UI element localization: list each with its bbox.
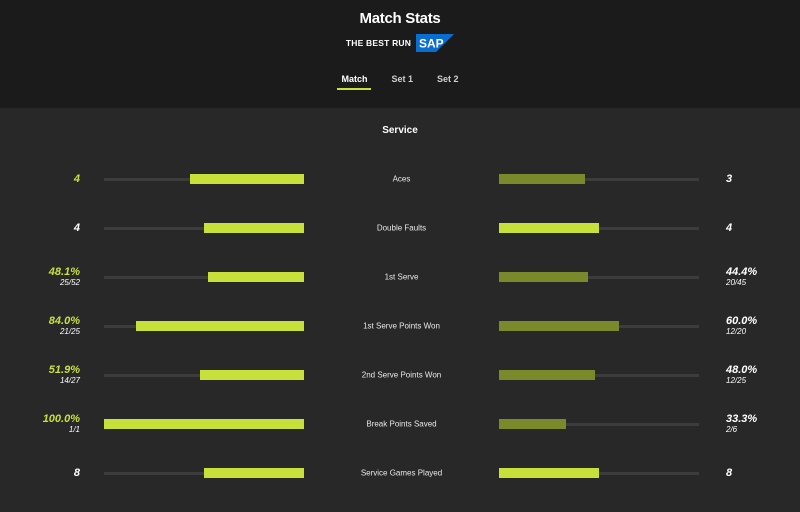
player-1-bar <box>136 321 304 331</box>
player-1-value: 8 <box>74 467 80 479</box>
player-2-stat-detail: 2/6 <box>726 425 738 434</box>
player-1-bar <box>190 174 304 184</box>
page-title: Match Stats <box>359 10 441 27</box>
player-1-bar-track <box>104 468 304 478</box>
stat-label: 2nd Serve Points Won <box>361 370 442 380</box>
player-1-stat: 8 <box>73 467 80 479</box>
player-2-bar <box>499 174 585 184</box>
player-1-stat: 84.0% <box>48 315 80 327</box>
player-2-stat-detail: 20/45 <box>726 278 747 287</box>
player-1-value: 100.0% 1/1 <box>43 413 80 435</box>
player-2-bar <box>499 419 566 429</box>
player-2-value: 44.4% 20/45 <box>726 266 757 288</box>
player-1-value: 4 <box>74 222 80 234</box>
player-2-stat: 60.0% <box>726 315 758 327</box>
player-1-stat: 100.0% <box>42 413 80 425</box>
player-2-stat: 8 <box>726 467 733 479</box>
player-2-bar <box>499 223 599 233</box>
player-2-bar <box>499 321 619 331</box>
player-2-value: 4 <box>726 222 732 234</box>
player-1-bar <box>200 370 304 380</box>
sponsor-banner: THE BEST RUN SAP <box>0 34 800 52</box>
player-1-bar-track <box>104 174 304 184</box>
player-1-stat-detail: 25/52 <box>59 278 80 287</box>
player-1-stat-detail: 14/27 <box>59 376 80 385</box>
stat-label: Aces <box>392 174 411 184</box>
match-stats-header: Match Stats THE BEST RUN SAP Match Set 1… <box>0 0 800 108</box>
player-1-bar <box>204 223 304 233</box>
section-title: Service <box>382 125 418 136</box>
player-2-bar-track <box>499 174 699 184</box>
tab-set-1[interactable]: Set 1 <box>391 74 413 84</box>
stat-row: 8 Service Games Played 8 <box>0 453 800 493</box>
player-2-bar-track <box>499 468 699 478</box>
player-2-bar <box>499 272 588 282</box>
player-1-bar <box>104 419 304 429</box>
player-1-stat: 51.9% <box>48 364 80 376</box>
player-2-bar <box>499 468 599 478</box>
service-stats-panel: Service 4 Aces 3 4 Double Faults 4 48.1% 25/52 1… <box>0 108 800 512</box>
player-2-value: 3 <box>726 173 732 185</box>
player-2-value: 8 <box>726 467 732 479</box>
player-2-stat: 44.4% <box>726 266 758 278</box>
player-2-bar <box>499 370 595 380</box>
stat-row: 4 Double Faults 4 <box>0 208 800 248</box>
player-2-bar-track <box>499 419 699 429</box>
player-2-stat-detail: 12/20 <box>726 327 747 336</box>
player-1-value: 84.0% 21/25 <box>49 315 80 337</box>
player-2-value: 48.0% 12/25 <box>726 364 757 386</box>
player-2-stat: 48.0% <box>726 364 758 376</box>
player-2-stat-detail: 12/25 <box>726 376 747 385</box>
player-1-stat: 48.1% <box>48 266 80 278</box>
player-1-bar <box>204 468 304 478</box>
player-1-bar-track <box>104 370 304 380</box>
stat-label: 1st Serve <box>384 272 419 282</box>
sponsor-text: THE BEST RUN <box>345 38 412 48</box>
player-1-bar-track <box>104 419 304 429</box>
player-1-stat: 4 <box>73 222 80 234</box>
sap-logo: SAP <box>416 34 455 52</box>
player-2-bar-track <box>499 321 699 331</box>
player-2-stat: 3 <box>726 173 733 185</box>
sap-logo-text: SAP <box>419 37 444 51</box>
stat-row: 51.9% 14/27 2nd Serve Points Won 48.0% 12/25 <box>0 355 800 395</box>
player-1-bar-track <box>104 272 304 282</box>
player-2-bar-track <box>499 370 699 380</box>
tab-set-2[interactable]: Set 2 <box>437 74 459 84</box>
stat-label: Double Faults <box>376 223 427 233</box>
player-1-value: 51.9% 14/27 <box>49 364 80 386</box>
player-2-stat: 33.3% <box>726 413 758 425</box>
stat-row: 4 Aces 3 <box>0 159 800 199</box>
player-1-stat-detail: 1/1 <box>68 425 80 434</box>
stat-row: 48.1% 25/52 1st Serve 44.4% 20/45 <box>0 257 800 297</box>
player-2-bar-track <box>499 272 699 282</box>
player-1-bar-track <box>104 321 304 331</box>
stat-row: 100.0% 1/1 Break Points Saved 33.3% 2/6 <box>0 404 800 444</box>
player-2-bar-track <box>499 223 699 233</box>
stat-label: 1st Serve Points Won <box>363 321 440 331</box>
player-1-bar <box>207 272 304 282</box>
player-2-value: 33.3% 2/6 <box>726 413 757 435</box>
player-2-stat: 4 <box>726 222 733 234</box>
player-1-value: 48.1% 25/52 <box>49 266 80 288</box>
player-2-value: 60.0% 12/20 <box>726 315 757 337</box>
player-1-value: 4 <box>74 173 80 185</box>
player-1-stat: 4 <box>73 173 80 185</box>
player-1-stat-detail: 21/25 <box>59 327 80 336</box>
tab-match[interactable]: Match <box>337 72 372 90</box>
stat-label: Break Points Saved <box>366 419 437 429</box>
stat-label: Service Games Played <box>360 468 443 478</box>
tab-bar: Match Set 1 Set 2 <box>0 72 800 90</box>
player-1-bar-track <box>104 223 304 233</box>
stat-row: 84.0% 21/25 1st Serve Points Won 60.0% 12/20 <box>0 306 800 346</box>
